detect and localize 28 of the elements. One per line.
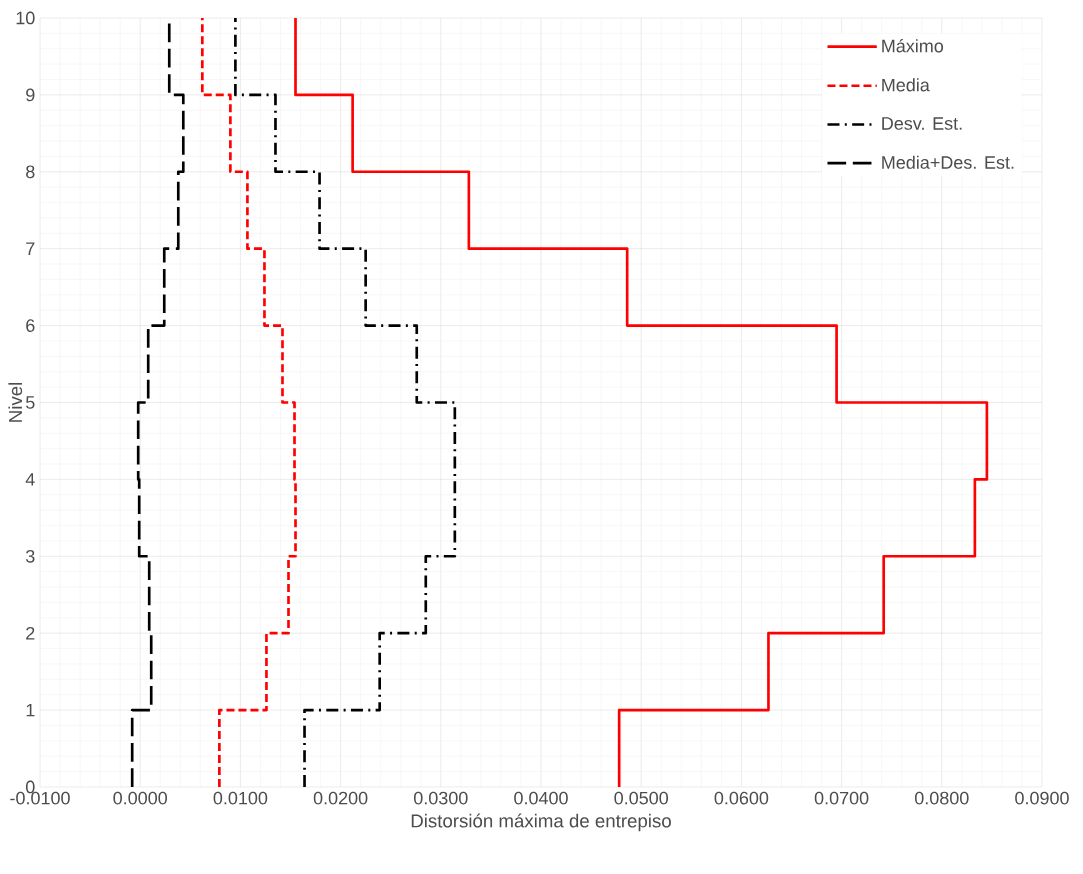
y-tick-label: 2 bbox=[26, 626, 35, 640]
legend-label: Media+Des. Est. bbox=[882, 155, 1014, 169]
legend-label: Máximo bbox=[882, 38, 944, 53]
x-tick-label: 0.0200 bbox=[313, 791, 368, 805]
y-tick-label: 1 bbox=[26, 703, 35, 717]
x-tick-label: 0.0700 bbox=[814, 791, 869, 805]
y-tick-label: 8 bbox=[26, 165, 35, 179]
x-tick-label: 0.0000 bbox=[113, 791, 168, 805]
y-tick-label: 6 bbox=[26, 319, 35, 332]
legend-label: Desv. Est. bbox=[882, 117, 962, 130]
y-tick-label: 5 bbox=[25, 396, 35, 409]
x-tick-label: 0.0100 bbox=[213, 791, 268, 805]
x-axis-title: Distorsión máxima de entrepiso bbox=[411, 813, 671, 832]
y-tick-label: 7 bbox=[26, 242, 35, 255]
y-axis-title: Nivel bbox=[8, 382, 23, 422]
line-series bbox=[200, 16, 297, 789]
x-tick-label: 0.0500 bbox=[614, 791, 669, 805]
y-tick-label: 4 bbox=[25, 473, 35, 486]
line-series bbox=[234, 16, 457, 789]
x-tick-label: 0.0400 bbox=[514, 791, 568, 805]
legend-label: Media bbox=[882, 78, 930, 92]
x-tick-label: 0.0600 bbox=[714, 791, 769, 805]
y-tick-label: 3 bbox=[25, 549, 35, 563]
x-tick-label: 0.0300 bbox=[413, 791, 468, 805]
y-tick-label: 9 bbox=[26, 88, 35, 102]
y-tick-label: 10 bbox=[16, 11, 35, 25]
x-tick-label: 0.0800 bbox=[914, 791, 969, 805]
x-tick-label: 0.0900 bbox=[1015, 791, 1069, 805]
